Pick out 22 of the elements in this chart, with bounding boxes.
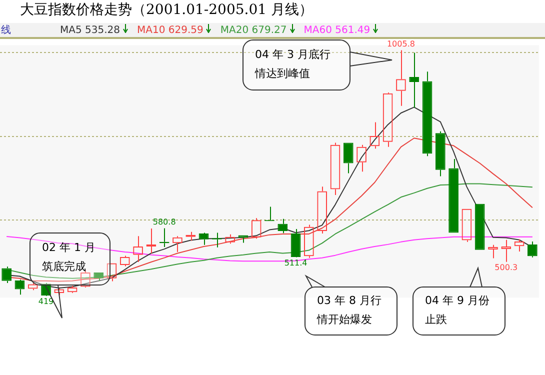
annotation: 1005.8 (386, 39, 415, 48)
annotation: 511.4 (284, 258, 308, 268)
candlestick (198, 232, 209, 246)
annotation: 04 年 3 月底行情达到峰值 (255, 47, 332, 82)
candlestick (435, 130, 446, 177)
candlestick (290, 228, 301, 257)
text: MA20 679.27 (220, 24, 288, 36)
text: MA60 561.49 (304, 24, 372, 36)
annotation: 500.3 (494, 262, 518, 272)
chart-title: 大豆指数价格走势（2001.01-2005.01 月线） (20, 1, 313, 19)
annotation: 02 年 1 月筑底完成 (42, 240, 96, 275)
text: MA10 629.59 (137, 24, 204, 36)
text: 线 (1, 24, 11, 37)
candlestick (448, 158, 458, 233)
annotation: 03 年 8 月行情开始爆发 (317, 293, 382, 328)
candlestick (422, 71, 432, 157)
annotation: 419 (38, 297, 54, 306)
annotation: 580.8 (152, 217, 176, 226)
annotation: 04 年 9 月份止跌 (425, 293, 490, 328)
candlestick (238, 235, 248, 244)
candlestick (409, 52, 420, 108)
text: MA5 535.28 (60, 24, 121, 36)
